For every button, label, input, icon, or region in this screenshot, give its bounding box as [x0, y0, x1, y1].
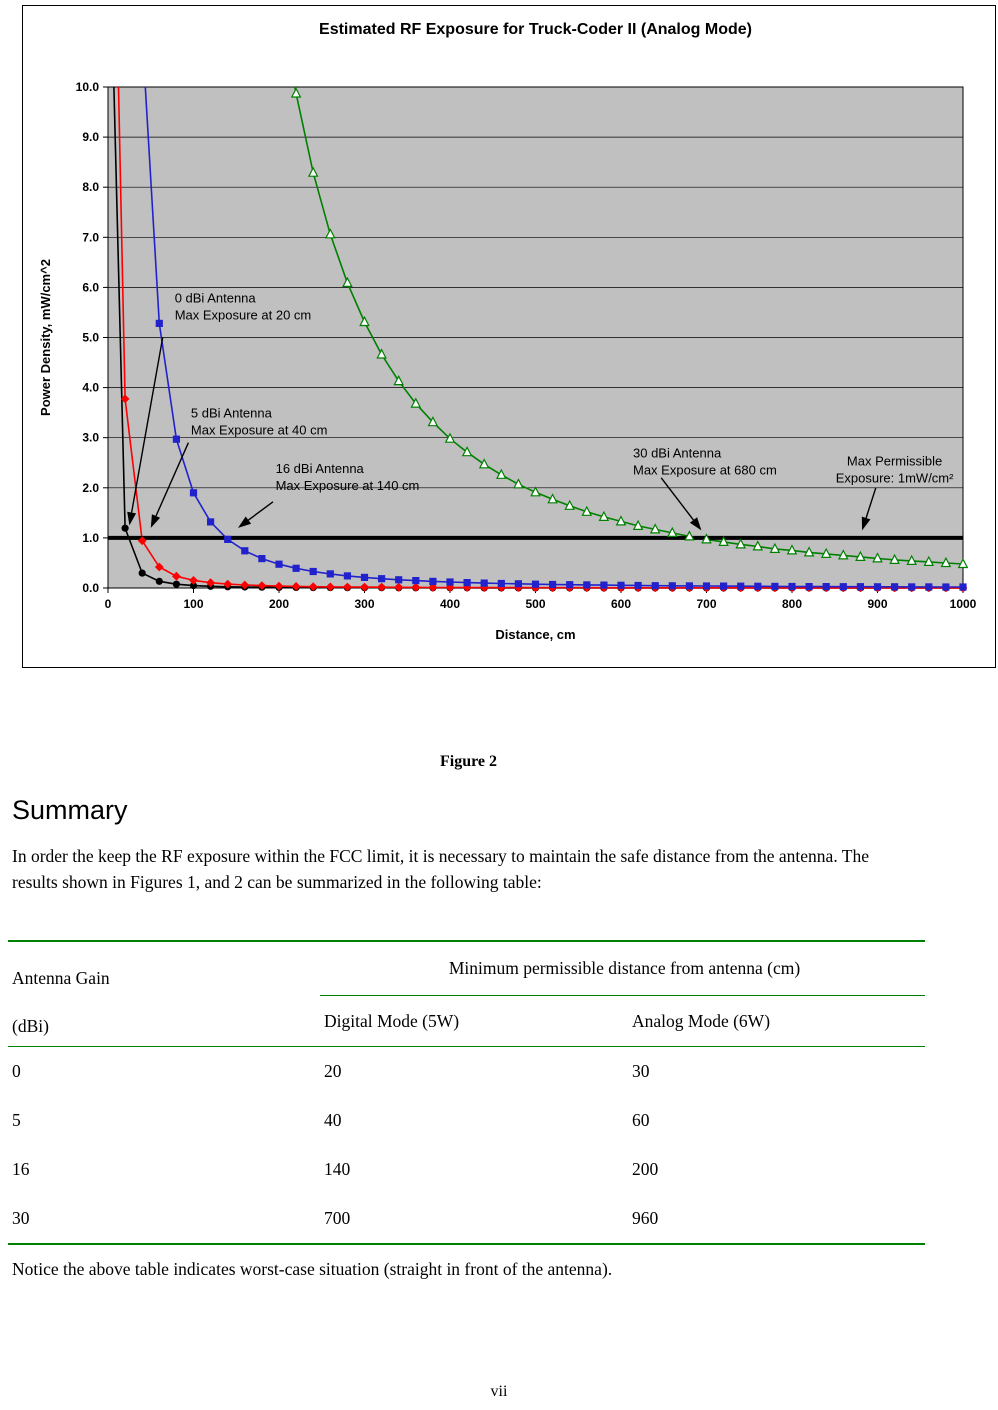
y-tick-label: 4.0	[82, 381, 99, 395]
annotation-arrowhead	[127, 511, 137, 526]
series-markers-16-dbi-antenna	[155, 319, 967, 591]
series-markers-30-dbi-antenna	[290, 87, 969, 569]
x-tick-label: 400	[440, 597, 460, 611]
chart-annotation: 30 dBi Antenna Max Exposure at 680 cm	[633, 446, 777, 478]
annotation-arrowhead	[689, 517, 702, 531]
annotation-arrow-line	[130, 337, 164, 513]
x-tick-label: 100	[183, 597, 203, 611]
y-tick-label: 1.0	[82, 531, 99, 545]
digital-cell: 40	[324, 1110, 342, 1130]
summary-paragraph: In order the keep the RF exposure within…	[12, 846, 869, 892]
figure-caption: Figure 2	[439, 753, 498, 770]
x-tick-label: 500	[525, 597, 545, 611]
y-tick-label: 3.0	[82, 431, 99, 445]
x-tick-label: 900	[867, 597, 887, 611]
table-header-row-1: Antenna Gain (dBi) Minimum permissible d…	[8, 941, 925, 1047]
gain-cell: 16	[12, 1159, 30, 1179]
analog-mode-header: Analog Mode (6W)	[628, 995, 925, 1047]
analog-cell: 960	[632, 1208, 659, 1228]
chart-title: Estimated RF Exposure for Truck-Coder II…	[319, 21, 752, 38]
digital-mode-header: Digital Mode (5W)	[320, 995, 628, 1047]
digital-cell: 140	[324, 1159, 351, 1179]
y-tick-label: 6.0	[82, 280, 99, 294]
x-tick-label: 700	[696, 597, 716, 611]
span-header-cell: Minimum permissible distance from antenn…	[320, 941, 925, 996]
table-row: 16 140 200	[8, 1145, 925, 1194]
gain-cell: 30	[12, 1208, 30, 1228]
annotation-arrow-line	[865, 487, 877, 519]
y-tick-label: 0.0	[82, 581, 99, 595]
rf-exposure-chart: Estimated RF Exposure for Truck-Coder II…	[22, 5, 996, 668]
x-tick-label: 800	[782, 597, 802, 611]
y-tick-label: 2.0	[82, 481, 99, 495]
x-tick-label: 0	[105, 597, 112, 611]
chart-annotation: Max Permissible Exposure: 1mW/cm²	[836, 453, 954, 485]
distance-table: Antenna Gain (dBi) Minimum permissible d…	[8, 940, 925, 1245]
col1-header-line1: Antenna Gain	[12, 967, 110, 988]
y-tick-label: 10.0	[76, 80, 100, 94]
y-tick-label: 7.0	[82, 230, 99, 244]
table-row: 5 40 60	[8, 1096, 925, 1145]
gain-cell: 0	[12, 1061, 21, 1081]
chart-canvas: Estimated RF Exposure for Truck-Coder II…	[23, 6, 995, 667]
chart-annotation: 16 dBi Antenna Max Exposure at 140 cm	[276, 461, 420, 493]
gain-cell: 5	[12, 1110, 21, 1130]
analog-cell: 30	[632, 1061, 650, 1081]
y-tick-label: 8.0	[82, 180, 99, 194]
y-axis-title: Power Density, mW/cm^2	[38, 259, 53, 416]
table-header-row-2: Digital Mode (5W) Analog Mode (6W)	[8, 995, 925, 1047]
table-row: 30 700 960	[8, 1194, 925, 1244]
table-row: 0 20 30	[8, 1047, 925, 1097]
annotation-arrow-line	[155, 442, 190, 517]
x-tick-label: 1000	[950, 597, 977, 611]
analog-cell: 60	[632, 1110, 650, 1130]
x-tick-label: 200	[269, 597, 289, 611]
y-tick-label: 9.0	[82, 130, 99, 144]
col1-header-cell: Antenna Gain (dBi)	[8, 941, 320, 1047]
chart-annotation: 0 dBi Antenna Max Exposure at 20 cm	[175, 290, 312, 322]
digital-cell: 20	[324, 1061, 342, 1081]
annotation-arrow-line	[247, 501, 274, 521]
y-tick-label: 5.0	[82, 331, 99, 345]
x-axis-title: Distance, cm	[495, 627, 575, 642]
x-tick-label: 600	[611, 597, 631, 611]
x-tick-label: 300	[354, 597, 374, 611]
annotation-arrowhead	[150, 514, 161, 528]
chart-svg: Estimated RF Exposure for Truck-Coder II…	[23, 6, 993, 665]
summary-heading: Summary	[12, 795, 128, 825]
annotation-arrow-line	[660, 477, 695, 521]
page-number: vii	[490, 1383, 508, 1400]
annotation-arrowhead	[238, 516, 252, 528]
chart-annotation: 5 dBi Antenna Max Exposure at 40 cm	[191, 406, 328, 438]
analog-cell: 200	[632, 1159, 659, 1179]
col1-header-line2: (dBi)	[12, 1015, 49, 1036]
digital-cell: 700	[324, 1208, 351, 1228]
notice-paragraph: Notice the above table indicates worst-c…	[12, 1259, 613, 1279]
annotation-arrowhead	[861, 516, 871, 531]
